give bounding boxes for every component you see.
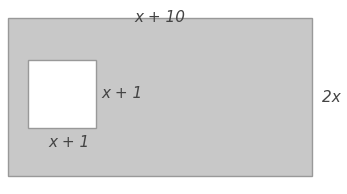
Text: x + 1: x + 1 (101, 87, 142, 101)
Text: x + 1: x + 1 (48, 135, 89, 150)
Bar (28, 60, 96, 128)
Text: x + 10: x + 10 (135, 10, 186, 25)
Bar (8, 18, 312, 176)
Text: 2x + 5: 2x + 5 (322, 89, 347, 105)
